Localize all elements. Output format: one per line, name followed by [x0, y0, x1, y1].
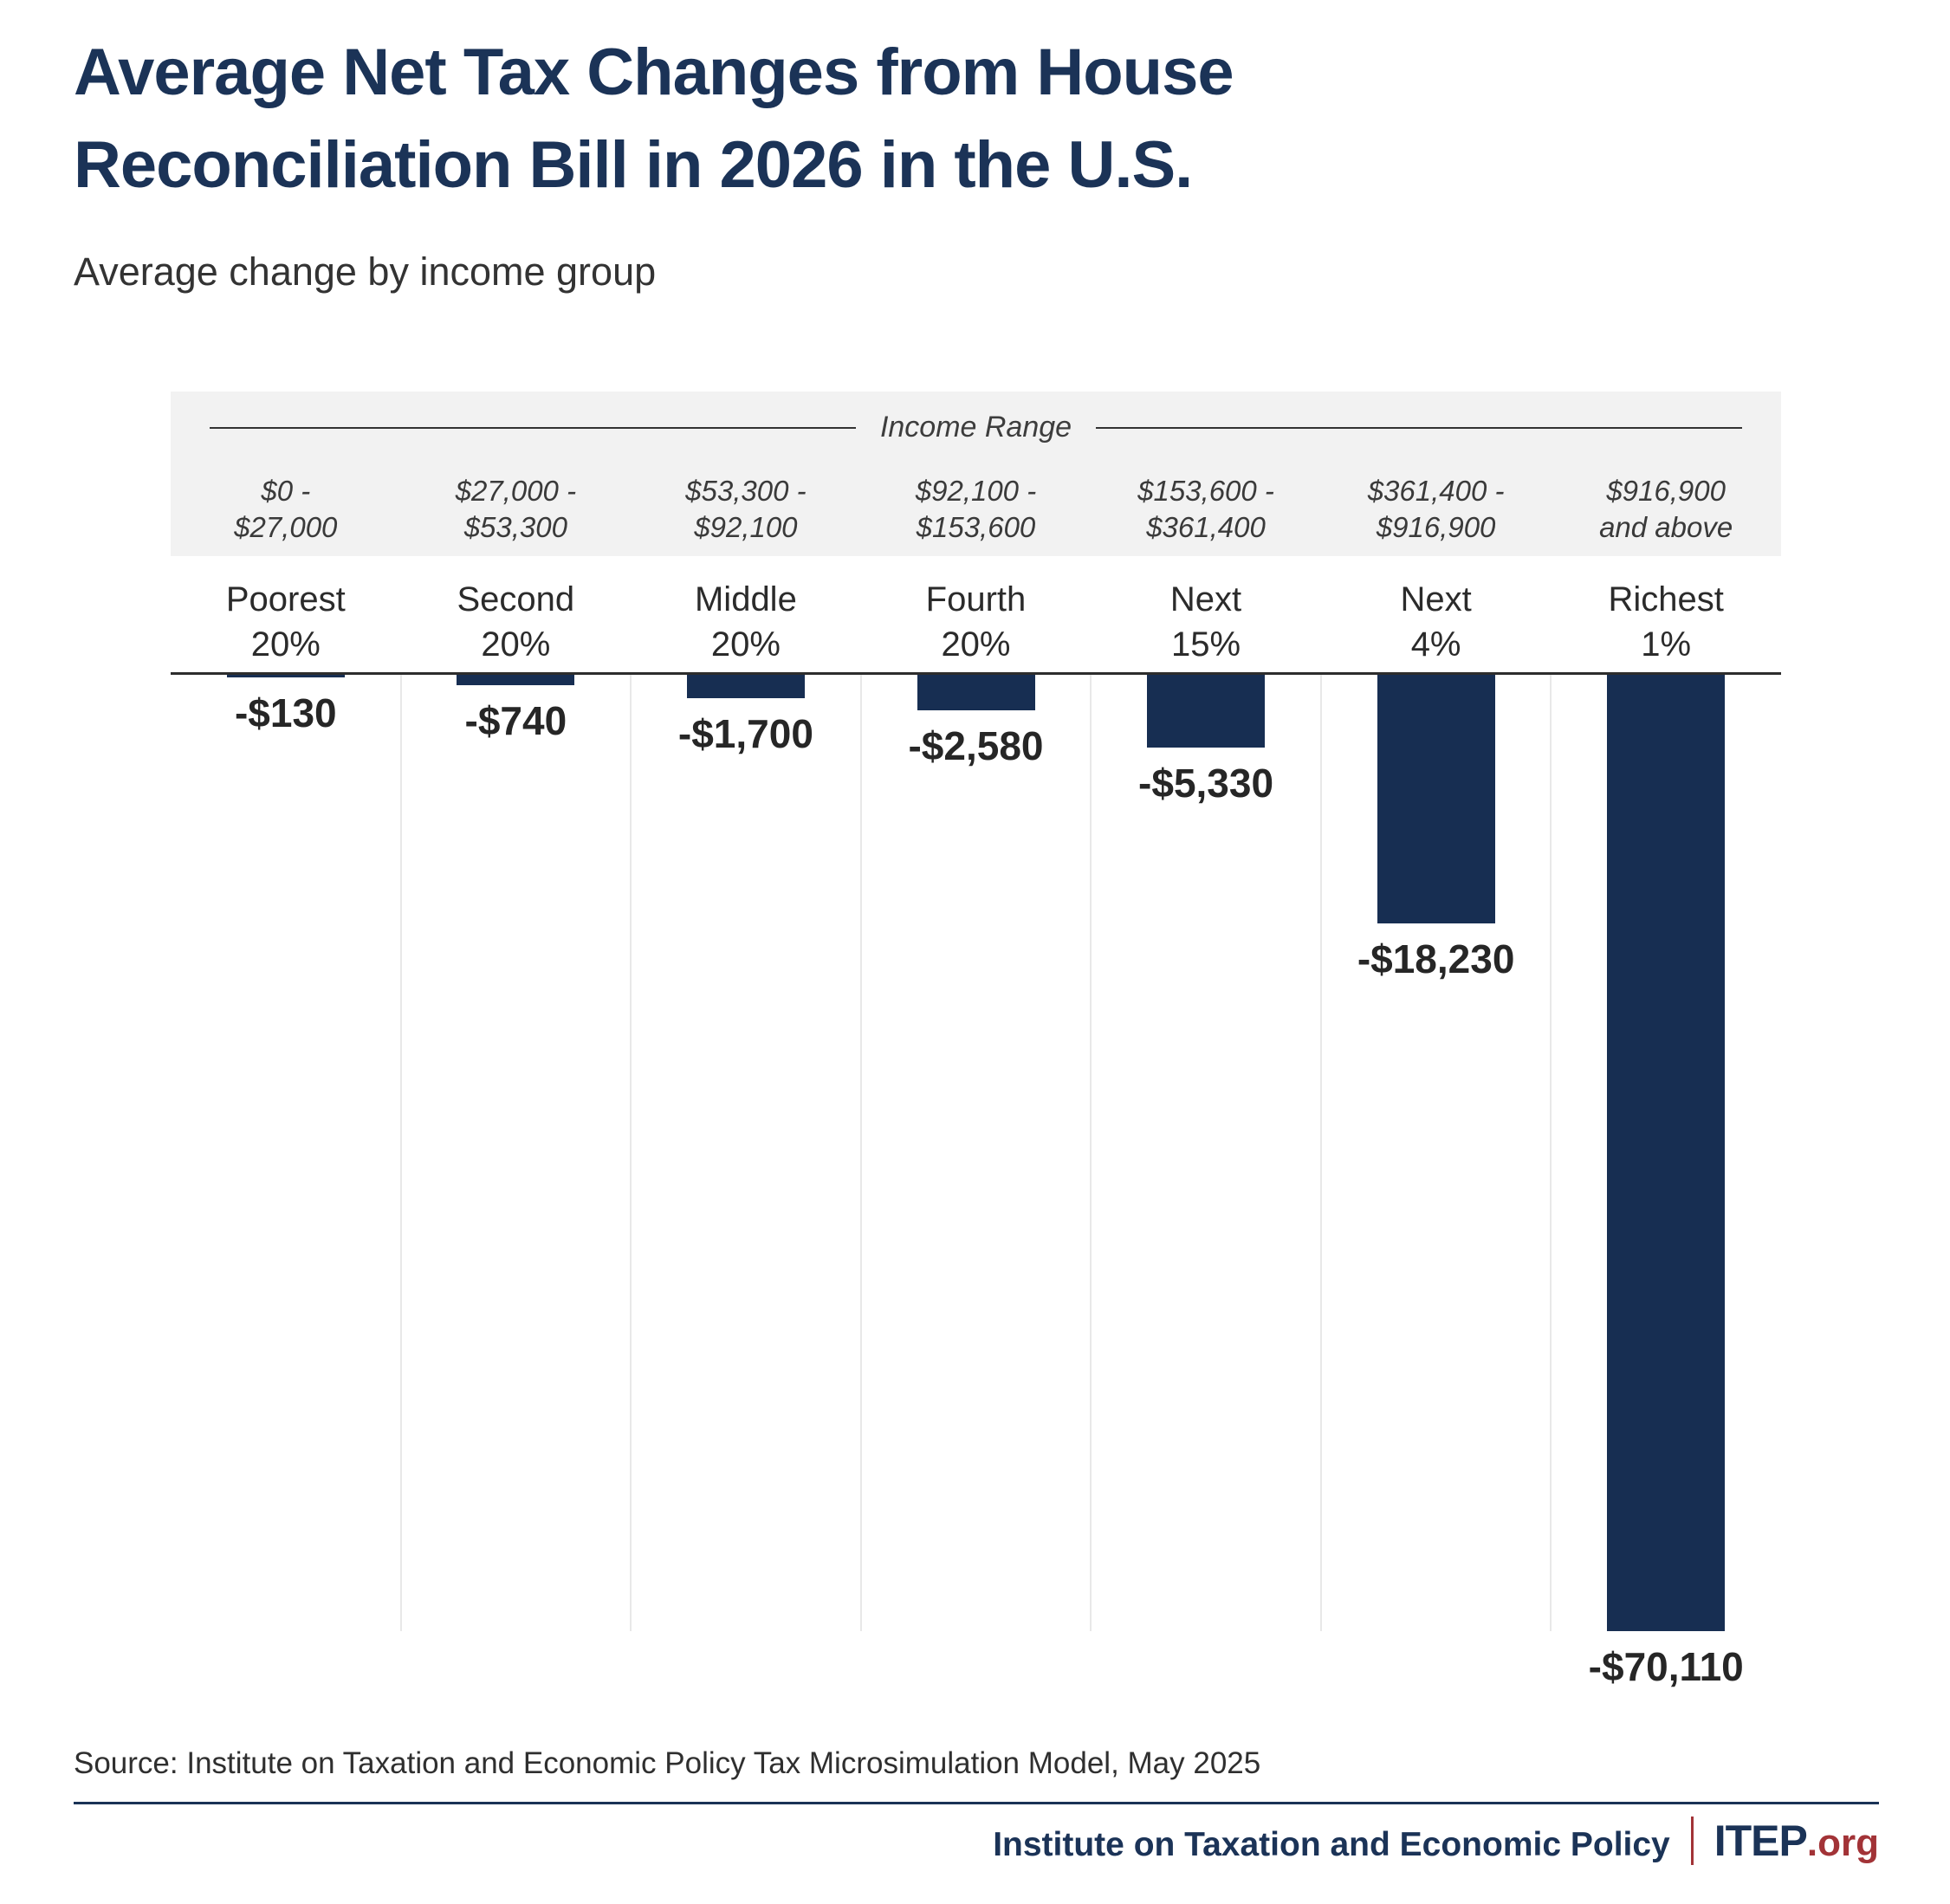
itep-logo-suffix: .org — [1806, 1822, 1879, 1864]
income-range-middle-20: $53,300 - $92,100 — [631, 473, 861, 546]
column-gridline — [630, 675, 632, 1631]
group-label-line: 4% — [1410, 625, 1461, 664]
bar-middle-20 — [686, 675, 805, 698]
bar-next-15 — [1147, 675, 1266, 748]
group-label-second-20: Second 20% — [401, 577, 632, 667]
chart-title-line-2: Reconciliation Bill in 2026 in the U.S. — [74, 128, 1193, 202]
group-label-line: 15% — [1171, 625, 1241, 664]
income-range-richest-1: $916,900 and above — [1551, 473, 1781, 546]
footer: Institute on Taxation and Economic Polic… — [993, 1816, 1879, 1866]
group-label-line: Second — [457, 580, 575, 618]
group-label-poorest-20: Poorest 20% — [171, 577, 401, 667]
column-gridline — [399, 675, 402, 1631]
footer-org-name: Institute on Taxation and Economic Polic… — [993, 1826, 1670, 1863]
income-range-left-rule — [210, 426, 856, 429]
chart-subtitle: Average change by income group — [74, 249, 657, 294]
income-range-second-20: $27,000 - $53,300 — [401, 473, 632, 546]
group-label-line: 20% — [941, 625, 1011, 664]
zero-baseline — [171, 672, 1781, 675]
group-label-richest-1: Richest 1% — [1551, 577, 1781, 667]
value-label-middle-20: -$1,700 — [677, 711, 813, 756]
group-label-line: 20% — [710, 625, 781, 664]
bar-next-4 — [1377, 675, 1495, 923]
column-gridline — [1319, 675, 1322, 1631]
group-label-line: Next — [1400, 580, 1472, 618]
income-range-line: $916,900 — [1606, 475, 1726, 507]
income-range-line: and above — [1599, 511, 1733, 543]
group-label-line: Middle — [694, 580, 797, 618]
bar-fourth-20 — [917, 675, 1035, 710]
income-range-band: Income Range $0 - $27,000 $27,000 - $53,300… — [171, 392, 1781, 556]
income-range-line: $27,000 — [234, 511, 338, 543]
group-label-next-4: Next 4% — [1321, 577, 1552, 667]
income-range-line: $92,100 - — [915, 475, 1037, 507]
footer-rule — [74, 1802, 1879, 1804]
income-range-line: $53,300 — [463, 511, 567, 543]
group-label-line: 20% — [250, 625, 321, 664]
group-label-fourth-20: Fourth 20% — [861, 577, 1092, 667]
income-range-line: $361,400 — [1146, 511, 1266, 543]
income-range-label: Income Range — [879, 411, 1072, 444]
bar-poorest-20 — [226, 675, 345, 677]
chart-title: Average Net Tax Changes from House Recon… — [74, 26, 1546, 211]
itep-logo-text: ITEP — [1714, 1817, 1808, 1865]
income-range-next-15: $153,600 - $361,400 — [1091, 473, 1321, 546]
source-note: Source: Institute on Taxation and Econom… — [74, 1746, 1261, 1780]
itep-logo: ITEP.org — [1714, 1816, 1879, 1866]
value-label-next-4: -$18,230 — [1357, 936, 1515, 981]
income-range-fourth-20: $92,100 - $153,600 — [861, 473, 1092, 546]
income-range-header: Income Range — [210, 411, 1743, 444]
income-range-right-rule — [1096, 426, 1743, 429]
value-label-fourth-20: -$2,580 — [908, 723, 1044, 768]
value-label-poorest-20: -$130 — [234, 690, 337, 735]
bar-richest-1 — [1607, 675, 1726, 1631]
group-label-next-15: Next 15% — [1091, 577, 1321, 667]
column-gridline — [1090, 675, 1092, 1631]
group-label-line: 20% — [481, 625, 551, 664]
income-range-line: $53,300 - — [685, 475, 807, 507]
income-range-line: $92,100 — [694, 511, 798, 543]
income-range-line: $0 - — [261, 475, 311, 507]
column-gridline — [1550, 675, 1552, 1631]
income-ranges-row: $0 - $27,000 $27,000 - $53,300 $53,300 - $92,… — [171, 473, 1781, 546]
group-label-line: Poorest — [225, 580, 346, 618]
bar-second-20 — [457, 675, 575, 685]
group-label-line: Richest — [1608, 580, 1724, 618]
group-label-line: 1% — [1641, 625, 1692, 664]
income-range-poorest-20: $0 - $27,000 — [171, 473, 401, 546]
value-label-next-15: -$5,330 — [1138, 761, 1274, 806]
value-label-second-20: -$740 — [464, 698, 567, 743]
group-label-middle-20: Middle 20% — [631, 577, 861, 667]
income-range-line: $916,900 — [1376, 511, 1496, 543]
group-label-line: Fourth — [925, 580, 1027, 618]
income-range-line: $27,000 - — [455, 475, 577, 507]
value-label-richest-1: -$70,110 — [1588, 1644, 1744, 1689]
plot-area: -$130 -$740 -$1,700 -$2,580 -$5,330 -$18,230 -… — [171, 675, 1781, 1689]
income-range-line: $361,400 - — [1367, 475, 1505, 507]
group-label-line: Next — [1169, 580, 1242, 618]
income-range-next-4: $361,400 - $916,900 — [1321, 473, 1552, 546]
chart-title-line-1: Average Net Tax Changes from House — [74, 36, 1234, 109]
footer-divider — [1690, 1817, 1694, 1865]
column-gridline — [859, 675, 862, 1631]
income-range-line: $153,600 — [916, 511, 1036, 543]
income-range-line: $153,600 - — [1137, 475, 1274, 507]
group-labels-row: Poorest 20% Second 20% Middle 20% Fourth 20% Nex… — [171, 577, 1781, 667]
